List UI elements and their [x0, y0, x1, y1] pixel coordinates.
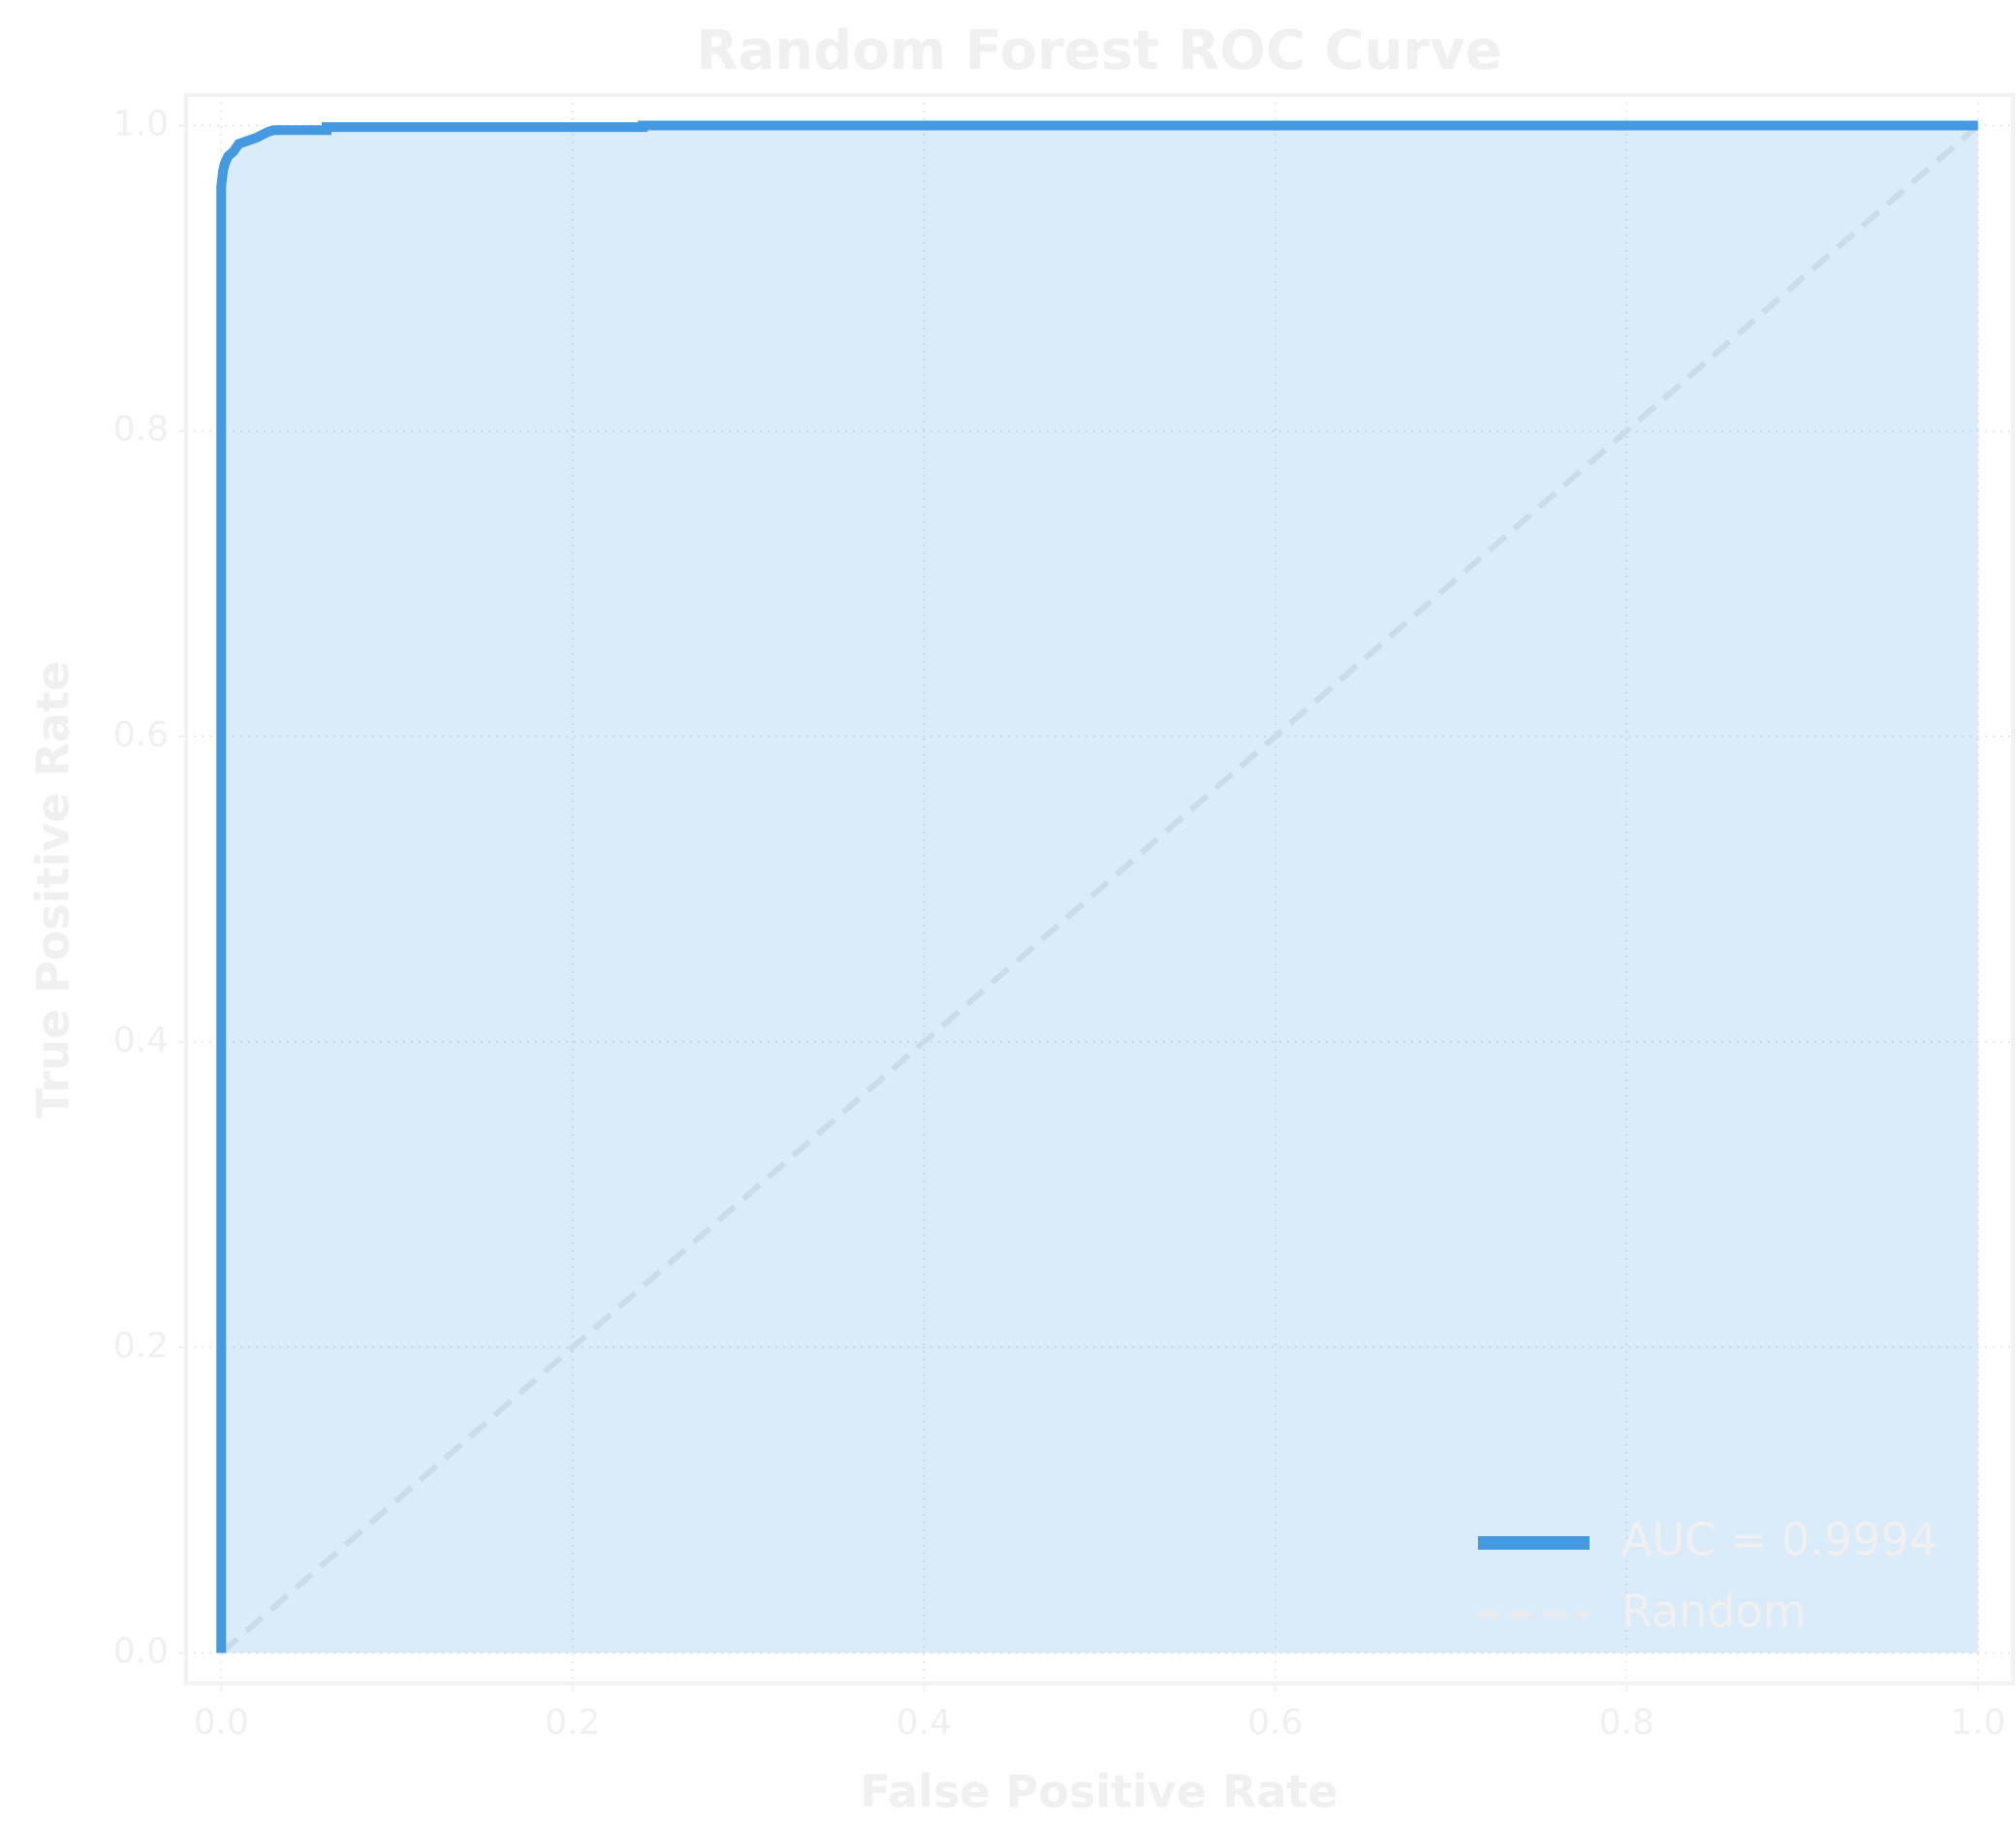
x-tick-label: 0.4 [897, 1703, 952, 1743]
x-tick-label: 0.2 [545, 1703, 600, 1743]
x-tick-label: 0.0 [194, 1703, 249, 1743]
y-tick-label: 0.0 [113, 1631, 169, 1671]
x-tick-label: 1.0 [1950, 1703, 2005, 1743]
x-axis-label: False Positive Rate [860, 1766, 1338, 1818]
legend-label: AUC = 0.9994 [1622, 1514, 1937, 1566]
y-axis-label: True Positive Rate [27, 661, 79, 1118]
y-tick-label: 0.6 [113, 715, 169, 755]
area-fill [221, 125, 1978, 1653]
roc-line [216, 120, 1978, 1653]
legend-label: Random [1622, 1586, 1806, 1638]
x-tick-label: 0.6 [1247, 1703, 1303, 1743]
y-tick-label: 0.8 [113, 410, 169, 450]
y-tick-label: 0.2 [113, 1326, 169, 1366]
y-tick-label: 1.0 [113, 105, 169, 144]
plot-frame [184, 93, 2015, 1685]
x-tick-label: 0.8 [1599, 1703, 1654, 1743]
chart-title: Random Forest ROC Curve [696, 19, 1501, 82]
reference-line [219, 123, 1980, 1655]
y-tick-label: 0.4 [113, 1021, 169, 1060]
